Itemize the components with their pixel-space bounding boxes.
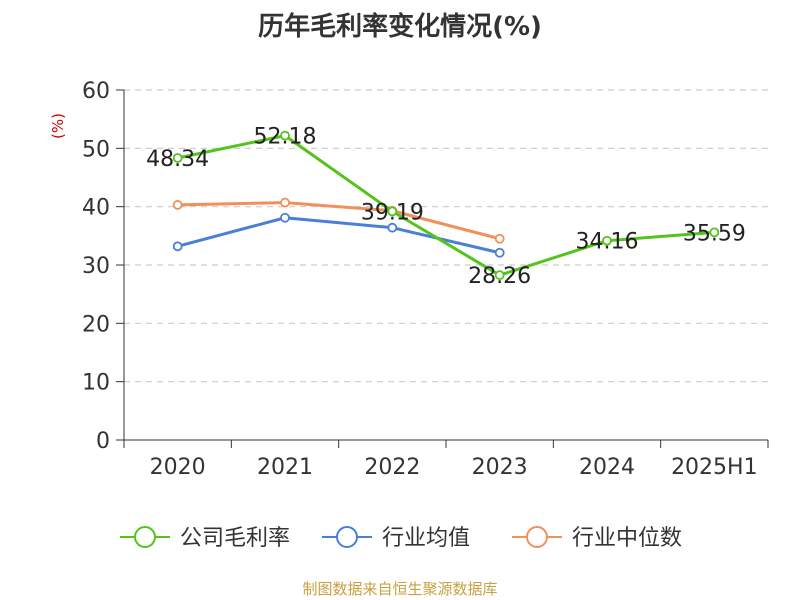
data-label: 48.34 [146,147,209,172]
x-tick-label: 2020 [150,455,206,480]
legend-marker [134,526,156,548]
axes [123,90,768,441]
x-tick-label: 2024 [579,455,635,480]
chart-title: 历年毛利率变化情况(%) [258,12,542,42]
series [172,130,720,281]
data-point[interactable] [172,153,183,163]
data-point[interactable] [494,247,505,258]
data-label: 52.18 [254,125,317,150]
data-point[interactable] [387,222,398,233]
legend-marker [336,526,358,548]
legend-label: 公司毛利率 [180,526,290,551]
data-point[interactable] [172,200,183,210]
y-tick-label: 60 [82,79,110,104]
data-label: 39.19 [361,200,424,225]
data-point[interactable] [602,235,612,246]
legend-item-3[interactable]: 行业中位数 [512,526,682,551]
data-label: 28.26 [468,264,531,289]
data-point[interactable] [387,206,398,217]
data-label: 35.59 [683,221,746,246]
legend-label: 行业中位数 [572,526,682,551]
data-labels: 48.34 52.18 39.19 28.26 34.16 35.59 [146,125,746,290]
y-tick-label: 30 [82,254,110,279]
x-tick-labels: 2020 2021 2022 2023 2024 2025H1 [150,455,758,480]
series-line [177,134,715,277]
y-tick-label: 20 [82,312,110,337]
grid-lines [116,89,769,448]
legend[interactable]: 公司毛利率 行业均值 行业中位数 [120,526,682,551]
series-3 [172,197,505,244]
series-line [177,216,501,255]
y-tick-label: 50 [82,137,110,162]
data-point[interactable] [172,241,183,252]
legend-marker [526,526,548,548]
y-tick-label: 0 [96,429,110,454]
data-point[interactable] [280,197,290,208]
data-point[interactable] [709,227,720,238]
x-tick-label: 2023 [472,455,528,480]
data-point[interactable] [280,212,290,223]
x-tick-label: 2025H1 [671,455,758,480]
y-tick-label: 10 [82,371,110,396]
legend-item-1[interactable]: 公司毛利率 [120,526,290,551]
y-tick-label: 40 [82,196,110,221]
x-tick-label: 2022 [364,455,420,480]
data-point[interactable] [494,233,505,244]
data-point[interactable] [494,270,505,281]
data-label: 34.16 [576,230,639,255]
series-1 [172,130,720,281]
series-line [177,201,501,241]
series-2 [172,212,505,258]
x-tick-label: 2021 [257,455,313,480]
legend-item-2[interactable]: 行业均值 [322,526,470,551]
y-axis-label: (%) [49,113,67,139]
source-note: 制图数据来自恒生聚源数据库 [302,580,498,598]
data-point[interactable] [280,130,290,141]
y-tick-labels: 0 10 20 30 40 50 60 [82,79,110,454]
legend-label: 行业均值 [382,526,470,551]
